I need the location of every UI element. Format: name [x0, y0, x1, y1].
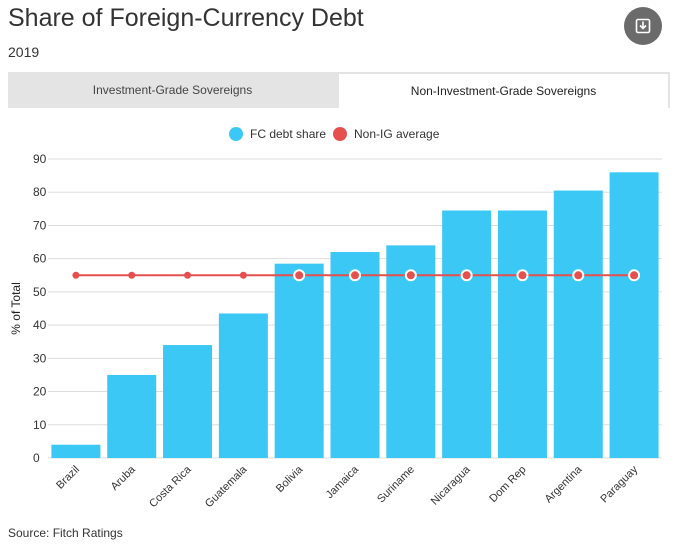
x-tick-label: Jamaica	[324, 463, 362, 501]
chart-title: Share of Foreign-Currency Debt	[8, 4, 364, 32]
line-point	[628, 269, 641, 282]
y-tick-label: 90	[33, 152, 47, 166]
y-axis-label: % of Total	[9, 282, 23, 334]
bar	[107, 374, 157, 458]
download-icon	[635, 18, 651, 34]
y-tick-label: 70	[33, 218, 47, 232]
y-tick-label: 60	[33, 252, 47, 266]
tab-bar: Investment-Grade Sovereigns Non-Investme…	[8, 72, 670, 108]
bar	[553, 190, 603, 459]
line-point	[293, 269, 306, 282]
line-point	[128, 271, 136, 279]
y-tick-label: 80	[33, 185, 47, 199]
x-tick-label: Brazil	[54, 464, 82, 492]
x-tick-label: Guatemala	[203, 463, 250, 510]
source-note: Source: Fitch Ratings	[8, 526, 123, 540]
legend-label: FC debt share	[250, 127, 326, 141]
y-tick-label: 10	[33, 418, 47, 432]
legend-marker	[333, 127, 347, 141]
tab-non-investment-grade[interactable]: Non-Investment-Grade Sovereigns	[337, 72, 670, 108]
legend-marker	[229, 127, 243, 141]
bar	[330, 252, 380, 458]
y-tick-label: 20	[33, 385, 47, 399]
download-button[interactable]	[624, 7, 662, 45]
x-tick-label: Costa Rica	[147, 463, 194, 510]
bar	[218, 313, 268, 458]
line-point	[516, 269, 529, 282]
line-point	[184, 271, 192, 279]
bar	[442, 210, 492, 458]
bar	[51, 444, 101, 458]
bar	[609, 172, 659, 458]
bar	[163, 345, 213, 458]
line-point	[72, 271, 80, 279]
x-tick-label: Nicaragua	[429, 463, 474, 508]
y-tick-label: 0	[33, 451, 40, 465]
line-point	[349, 269, 361, 282]
line-point	[460, 269, 473, 282]
y-tick-label: 50	[33, 285, 47, 299]
x-tick-label: Paraguay	[598, 463, 640, 505]
x-tick-label: Bolivia	[274, 463, 306, 495]
line-point	[572, 269, 585, 282]
x-tick-label: Dom Rep	[487, 464, 528, 505]
chart-subtitle: 2019	[8, 44, 40, 60]
x-tick-label: Argentina	[543, 463, 585, 505]
x-tick-label: Suriname	[375, 464, 417, 506]
y-tick-label: 40	[33, 318, 47, 332]
legend-label: Non-IG average	[354, 127, 440, 141]
line-point	[404, 269, 417, 282]
bar	[497, 210, 547, 458]
y-tick-label: 30	[33, 351, 47, 365]
line-point	[239, 271, 247, 279]
bar	[274, 263, 324, 458]
bar-chart: 0 10 20 30 40 50 60 70 80 90 % of Total Brazil Aruba…	[9, 127, 662, 510]
x-tick-label: Aruba	[109, 463, 139, 493]
tab-investment-grade[interactable]: Investment-Grade Sovereigns	[8, 72, 337, 108]
